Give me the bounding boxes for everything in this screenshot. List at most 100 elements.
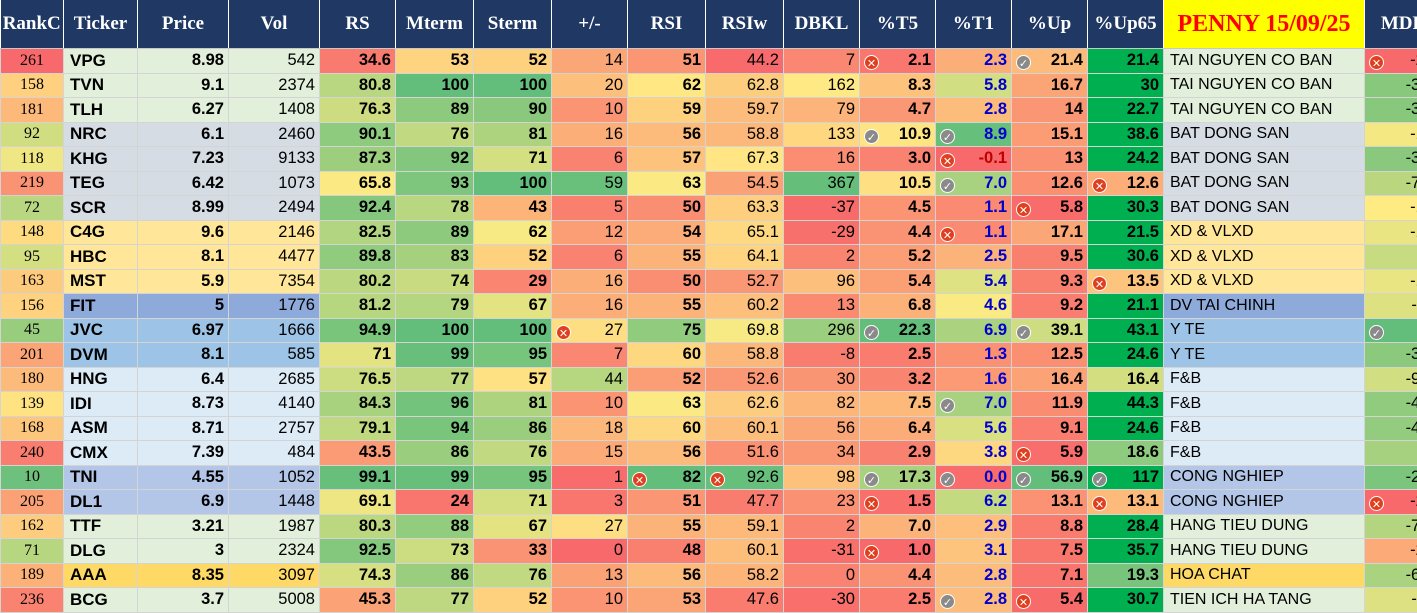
t5-cell: 3.2 xyxy=(860,367,936,392)
up65-cell-value: 16.4 xyxy=(1127,370,1159,388)
rank-cell: 240 xyxy=(1,441,64,466)
sterm-cell: 52 xyxy=(474,588,552,613)
rs-cell-value: 87.3 xyxy=(359,149,391,167)
change-cell: 6 xyxy=(552,245,628,270)
t1-cell: 6.2 xyxy=(936,490,1012,515)
cross-circle-icon: ✕ xyxy=(632,472,647,487)
header-dbkl[interactable]: DBKL xyxy=(784,0,860,49)
rsi-cell-value: 51 xyxy=(683,51,701,69)
up65-cell: 30.7 xyxy=(1088,588,1164,613)
rsi-cell: 48 xyxy=(628,539,706,564)
t5-cell-value: 7.5 xyxy=(908,394,931,412)
rsi-cell: 51 xyxy=(628,49,706,74)
t1-cell-value: 2.9 xyxy=(984,517,1007,535)
rank-cell: 189 xyxy=(1,563,64,588)
rs-cell-value: 45.3 xyxy=(359,590,391,608)
price-cell-value: 6.42 xyxy=(192,174,224,192)
sterm-cell-value: 71 xyxy=(529,149,547,167)
mdf-cell: ✕-28 xyxy=(1365,49,1417,74)
dbkl-cell: 162 xyxy=(784,73,860,98)
change-cell: 0 xyxy=(552,539,628,564)
rsiw-cell-value: 64.1 xyxy=(747,247,779,265)
mterm-cell: 99 xyxy=(396,465,474,490)
header-change[interactable]: +/- xyxy=(552,0,628,49)
dbkl-cell-value: 96 xyxy=(837,272,855,290)
sterm-cell: 52 xyxy=(474,49,552,74)
header-rsi[interactable]: RSI xyxy=(628,0,706,49)
up-cell: 8.8 xyxy=(1012,514,1088,539)
ticker-cell-value: CMX xyxy=(70,443,108,462)
change-cell-value: 13 xyxy=(605,566,623,584)
up65-cell-value: 13.1 xyxy=(1127,492,1159,510)
change-cell-value: 7 xyxy=(614,345,623,363)
price-cell-value: 6.97 xyxy=(192,321,224,339)
rank-cell: 219 xyxy=(1,171,64,196)
header-t1[interactable]: %T1 xyxy=(936,0,1012,49)
mdf-cell: -9 xyxy=(1365,245,1417,270)
up65-cell-value: 38.6 xyxy=(1127,125,1159,143)
dbkl-cell: 98 xyxy=(784,465,860,490)
up-cell-value: 9.1 xyxy=(1060,419,1083,437)
change-cell-value: 16 xyxy=(605,296,623,314)
up-cell-value: 39.1 xyxy=(1051,321,1083,339)
up-cell: 7.1 xyxy=(1012,563,1088,588)
sector-cell-value: BAT DONG SAN xyxy=(1170,150,1289,167)
volume-cell: 1073 xyxy=(229,171,320,196)
sector-cell-value: F&B xyxy=(1170,370,1201,387)
mdf-cell: -11 xyxy=(1365,294,1417,319)
header-mdf[interactable]: MDF xyxy=(1365,0,1417,49)
up-cell-value: 15.1 xyxy=(1051,125,1083,143)
header-ticker[interactable]: Ticker xyxy=(64,0,138,49)
header-up65[interactable]: %Up65 xyxy=(1088,0,1164,49)
t1-cell: ✕1.1 xyxy=(936,220,1012,245)
header-vol[interactable]: Vol xyxy=(229,0,320,49)
rsi-cell: 55 xyxy=(628,514,706,539)
header-sterm[interactable]: Sterm xyxy=(474,0,552,49)
up65-cell: 43.1 xyxy=(1088,318,1164,343)
header-penny-date[interactable]: PENNY 15/09/25 xyxy=(1164,0,1365,49)
header-mterm[interactable]: Mterm xyxy=(396,0,474,49)
header-t5[interactable]: %T5 xyxy=(860,0,936,49)
mterm-cell-value: 96 xyxy=(451,394,469,412)
mterm-cell-value: 92 xyxy=(451,149,469,167)
ticker-cell-value: SCR xyxy=(70,198,106,217)
header-rsiw[interactable]: RSIw xyxy=(706,0,784,49)
change-cell-value: 15 xyxy=(605,443,623,461)
header-rs[interactable]: RS xyxy=(320,0,396,49)
rsiw-cell-value: 65.1 xyxy=(747,223,779,241)
mterm-cell-value: 100 xyxy=(441,76,469,94)
volume-cell: 542 xyxy=(229,49,320,74)
header-up[interactable]: %Up xyxy=(1012,0,1088,49)
price-cell-value: 6.27 xyxy=(192,100,224,118)
header-price[interactable]: Price xyxy=(138,0,229,49)
rsiw-cell: 62.8 xyxy=(706,73,784,98)
price-cell: 9.1 xyxy=(138,73,229,98)
up-cell: 15.1 xyxy=(1012,122,1088,147)
mdf-cell: -12 xyxy=(1365,220,1417,245)
sterm-cell-value: 52 xyxy=(529,247,547,265)
header-rankc[interactable]: RankC xyxy=(1,0,64,49)
